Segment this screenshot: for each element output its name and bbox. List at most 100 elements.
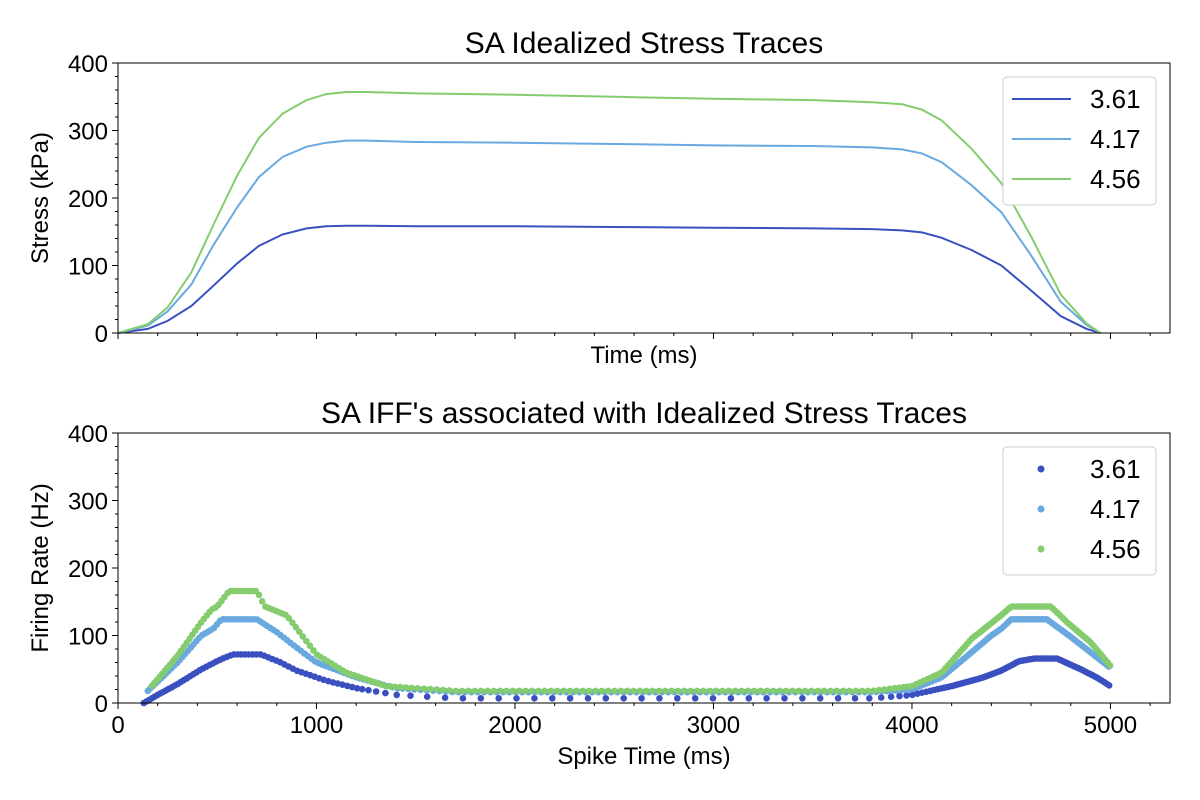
iff-point-4-56 [433,686,441,693]
stress-xlabel: Time (ms) [590,342,697,369]
iff-point-4-56 [554,687,561,695]
iff-point-3-61 [745,695,753,702]
iff-point-3-61 [866,695,873,702]
legend-marker-4-56 [1037,545,1045,553]
iff-point-4-56 [604,687,612,695]
iff-point-3-61 [799,695,806,702]
iff-point-3-61 [441,694,449,701]
iff-point-4-56 [706,687,714,695]
iff-point-4-56 [598,687,606,695]
stress-line-3-61 [117,224,1101,334]
iff-xtick-label: 4000 [885,712,938,739]
iff-point-4-56 [763,687,771,695]
iff-point-4-56 [285,614,293,622]
iff-point-4-56 [387,683,394,690]
stress-chart: SA Idealized Stress Traces 0 100 200 300 400… [27,27,1171,369]
iff-point-4-56 [535,687,542,695]
iff-point-3-61 [877,694,885,701]
iff-point-4-56 [560,687,567,695]
iff-point-4-56 [881,686,888,693]
iff-point-3-61 [602,695,610,702]
iff-point-4-56 [528,687,536,695]
stress-ylabel: Stress (kPa) [27,132,54,264]
iff-point-3-61 [896,692,903,700]
iff-xtick-label: 1000 [290,712,343,739]
iff-point-3-61 [638,695,645,702]
iff-ytick-label: 200 [68,556,108,583]
legend-marker-4-17 [1037,505,1045,513]
iff-point-4-56 [770,687,777,695]
iff-point-4-56 [414,685,421,692]
iff-point-3-61 [909,691,916,699]
iff-point-4-56 [296,628,303,636]
iff-point-4-56 [496,687,504,695]
iff-point-4-56 [827,687,834,695]
iff-point-4-56 [681,687,688,695]
iff-point-4-56 [846,687,853,695]
iff-point-4-56 [579,687,586,695]
iff-point-3-61 [691,695,699,702]
stress-line-4-56 [117,91,1102,334]
iff-point-4-56 [408,684,415,692]
iff-point-4-56 [592,687,599,695]
iff-point-4-56 [833,687,841,695]
iff-point-4-56 [509,687,517,695]
iff-point-4-56 [303,637,310,645]
iff-point-4-56 [750,687,758,695]
iff-point-3-61 [407,692,414,699]
iff-point-4-56 [757,687,764,695]
stress-ytick-label: 400 [68,51,108,78]
iff-point-4-56 [782,687,790,695]
iff-point-4-56 [471,687,479,695]
iff-point-4-56 [477,687,485,695]
iff-point-4-56 [446,687,453,694]
iff-point-3-61 [781,695,788,702]
iff-point-4-56 [452,687,460,695]
iff-point-4-56 [643,687,650,695]
stress-legend: 3.61 4.17 4.56 [1002,76,1157,206]
iff-point-4-56 [636,687,644,695]
iff-point-3-61 [674,695,681,702]
iff-legend-label-3-61: 3.61 [1090,454,1141,484]
iff-point-3-61 [382,689,389,697]
legend-label-4-56: 4.56 [1090,164,1141,194]
iff-point-3-61 [477,695,485,702]
iff-point-3-61 [816,695,824,702]
stress-line-4-17 [117,139,1102,334]
iff-point-4-56 [439,686,447,694]
iff-point-4-56 [289,619,296,626]
iff-point-4-56 [876,686,883,694]
iff-point-4-56 [547,687,555,695]
iff-point-4-56 [427,685,434,693]
stress-ytick-label: 100 [68,254,108,281]
iff-point-4-56 [649,687,656,695]
iff-point-4-56 [420,685,428,692]
iff-point-4-56 [465,687,472,695]
iff-point-3-61 [584,695,592,702]
iff-point-4-56 [391,683,399,691]
iff-point-4-56 [585,687,593,695]
iff-point-4-56 [674,687,682,695]
iff-point-4-56 [870,687,878,694]
iff-point-3-61 [656,695,663,702]
iff-point-3-61 [372,688,380,695]
iff-chart-title: SA IFF's associated with Idealized Stres… [321,397,967,430]
iff-point-3-61 [495,695,503,702]
iff-point-4-56 [852,687,860,695]
iff-xtick-label: 3000 [687,712,740,739]
iff-point-4-56 [820,687,828,695]
iff-point-4-56 [864,687,872,695]
iff-xlabel: Spike Time (ms) [557,743,730,770]
iff-point-3-61 [513,695,520,702]
iff-point-4-56 [402,684,410,691]
iff-point-3-61 [365,686,372,694]
iff-point-4-56 [617,687,625,695]
iff-point-4-56 [744,687,752,695]
iff-legend-label-4-17: 4.17 [1090,494,1141,524]
iff-point-4-56 [795,687,802,695]
iff-point-4-56 [789,687,796,695]
iff-point-3-61 [393,691,401,699]
stress-ytick-label: 300 [68,119,108,146]
iff-point-4-56 [255,591,263,599]
